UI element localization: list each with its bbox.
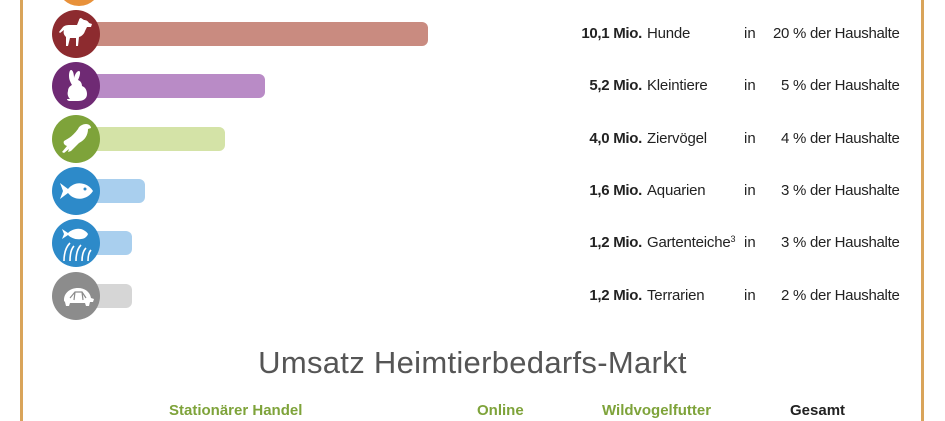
percent-aqua: 3 % [781,181,806,199]
percent-vogel: 4 % [781,129,806,147]
label-klein: Kleintiere [647,77,708,94]
value-teich: 1,2 Mio. [589,234,642,252]
row-vogel: 4,0 Mio. Ziervögel in 4 % der Haushalte [0,114,945,166]
bird-icon [52,114,100,163]
header-online: Online [477,402,524,419]
value-aqua: 1,6 Mio. [589,181,642,199]
turtle-icon [52,271,100,320]
value-klein: 5,2 Mio. [589,77,642,95]
suffix-klein: der Haushalte [810,77,900,95]
bar-vogel [92,126,226,151]
label-hund: Hunde [647,25,690,42]
value-hund: 10,1 Mio. [581,25,642,42]
footnote-mark-teich: 3 [730,234,736,245]
label-aqua: Aquarien [647,181,706,199]
percent-hund: 20 % [773,25,806,42]
frame-right-border [921,0,924,421]
pond-fish-icon [52,219,100,268]
suffix-teich: der Haushalte [810,234,900,252]
label-teich: Gartenteiche3 [647,234,735,251]
row-hund: 10,1 Mio. Hunde in 20 % der Haushalte [0,9,945,61]
label-terra: Terrarien [647,286,705,304]
suffix-aqua: der Haushalte [810,181,900,199]
row-teich: 1,2 Mio. Gartenteiche3 in 3 % der Haushalte [0,218,945,270]
suffix-hund: der Haushalte [810,25,900,42]
bar-aqua [92,178,146,203]
bar-hund [92,22,428,46]
header-wildvogelfutter: Wildvogelfutter [602,402,712,419]
percent-klein: 5 % [781,77,806,95]
row-klein: 5,2 Mio. Kleintiere in 5 % der Haushalte [0,61,945,113]
percent-terra: 2 % [781,286,806,304]
prefix-teich: in [744,234,756,252]
rabbit-icon [52,62,100,111]
dog-icon [52,10,100,58]
percent-teich: 3 % [781,234,806,252]
market-title: Umsatz Heimtierbedarfs-Markt [258,345,687,380]
suffix-vogel: der Haushalte [810,129,900,147]
label-text-aqua: Aquarien [647,181,706,199]
cat-icon [57,0,101,6]
header-stationaer: Stationärer Handel [169,402,303,419]
header-gesamt: Gesamt [790,402,846,419]
label-text-teich: Gartenteiche [647,234,731,252]
prefix-vogel: in [744,129,756,147]
label-text-terra: Terrarien [647,286,705,304]
label-text-vogel: Ziervögel [647,129,707,147]
prefix-klein: in [744,77,756,95]
fish-icon [52,166,100,215]
value-terra: 1,2 Mio. [589,286,642,304]
prefix-aqua: in [744,181,756,199]
frame-left-border [20,0,23,421]
prefix-terra: in [744,286,756,304]
label-text-hund: Hunde [647,25,691,42]
value-vogel: 4,0 Mio. [589,129,642,147]
label-text-klein: Kleintiere [647,77,708,95]
prefix-hund: in [744,25,756,42]
row-terra: 1,2 Mio. Terrarien in 2 % der Haushalte [0,271,945,323]
row-aqua: 1,6 Mio. Aquarien in 3 % der Haushalte [0,166,945,218]
bar-klein [92,74,265,99]
label-vogel: Ziervögel [647,130,707,147]
suffix-terra: der Haushalte [810,286,900,304]
